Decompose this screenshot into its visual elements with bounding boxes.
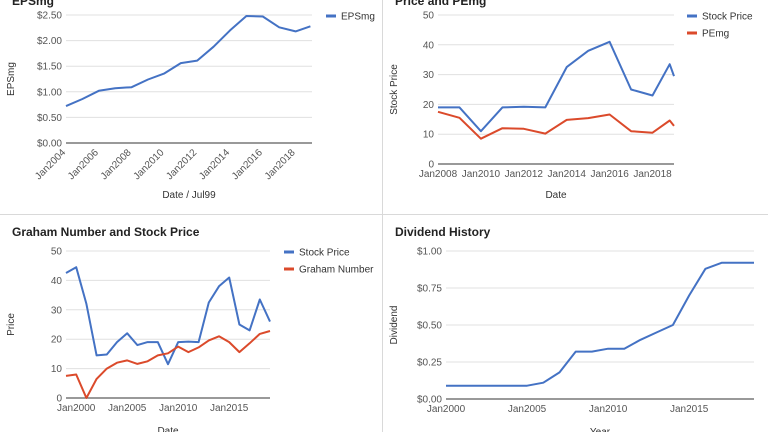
x-axis-title: Date / Jul99 bbox=[162, 190, 216, 201]
dividend-chart: $0.00 $0.25 $0.50 $0.75 $1.00 Jan2000 Jan2005 J… bbox=[389, 247, 754, 432]
legend-label: PEmg bbox=[702, 29, 729, 40]
x-axis-title: Date bbox=[157, 426, 179, 432]
y-tick-label: 20 bbox=[423, 100, 435, 111]
x-tick-label: Jan2016 bbox=[590, 169, 629, 180]
y-tick-label: $0.00 bbox=[37, 139, 62, 150]
y-tick-label: $0.75 bbox=[417, 284, 442, 295]
y-tick-label: $2.00 bbox=[37, 36, 62, 47]
graham-chart: 0 10 20 30 40 50 Jan2000 Jan2005 Jan2010 Jan2015 D… bbox=[6, 247, 374, 432]
y-tick-label: $0.50 bbox=[417, 321, 442, 332]
vertical-divider bbox=[382, 0, 383, 432]
x-tick-label: Jan2014 bbox=[197, 147, 232, 182]
legend-label: Stock Price bbox=[299, 248, 350, 259]
x-tick-label: Jan2005 bbox=[508, 404, 547, 415]
series-line-graham-number bbox=[65, 330, 271, 399]
y-tick-label: $1.00 bbox=[37, 87, 62, 98]
y-tick-label: 50 bbox=[423, 11, 435, 22]
x-tick-label: Jan2008 bbox=[99, 147, 134, 182]
price-pe-chart-panel: Price and PEmg 0 10 20 30 40 50 Jan2008 Jan2010… bbox=[383, 0, 768, 214]
x-tick-label: Jan2006 bbox=[66, 147, 101, 182]
x-axis-title: Date bbox=[545, 190, 567, 201]
series-line-stock-price bbox=[65, 266, 271, 366]
y-axis-title: EPSmg bbox=[6, 62, 17, 96]
y-tick-label: $0.50 bbox=[37, 113, 62, 124]
x-tick-label: Jan2005 bbox=[108, 403, 147, 414]
y-tick-label: 30 bbox=[51, 305, 63, 316]
y-tick-label: $2.50 bbox=[37, 11, 62, 22]
eps-chart: $0.00$0.50$1.00$1.50$2.00$2.50Jan2004Jan… bbox=[6, 11, 375, 202]
y-tick-label: 0 bbox=[56, 394, 62, 405]
eps-chart-panel: EPSmg $0.00 $0.50 $1.00 $1.50 $2.00 $2.50 Jan2… bbox=[0, 0, 382, 214]
y-axis-title: Dividend bbox=[389, 306, 400, 345]
y-tick-label: $1.50 bbox=[37, 62, 62, 73]
horizontal-divider bbox=[0, 214, 768, 215]
chart-title: EPSmg bbox=[12, 0, 55, 8]
y-tick-label: 30 bbox=[423, 70, 435, 81]
x-tick-label: Jan2018 bbox=[633, 169, 672, 180]
y-tick-label: 0 bbox=[428, 160, 434, 171]
x-tick-label: Jan2018 bbox=[263, 147, 298, 182]
x-tick-label: Jan2000 bbox=[57, 403, 96, 414]
y-tick-label: 50 bbox=[51, 247, 63, 258]
y-tick-label: $0.00 bbox=[417, 395, 442, 406]
y-axis-title: Price bbox=[6, 313, 17, 336]
x-tick-label: Jan2015 bbox=[210, 403, 249, 414]
x-tick-label: Jan2012 bbox=[164, 147, 199, 182]
y-tick-label: 40 bbox=[51, 276, 63, 287]
x-tick-label: Jan2010 bbox=[132, 147, 167, 182]
series-line-pemg bbox=[437, 110, 675, 140]
y-axis-title: Stock Price bbox=[389, 64, 400, 115]
y-tick-label: 10 bbox=[423, 130, 435, 141]
legend-label: Stock Price bbox=[702, 12, 753, 23]
chart-title: Dividend History bbox=[395, 225, 491, 239]
x-tick-label: Jan2004 bbox=[33, 147, 68, 182]
x-tick-label: Jan2010 bbox=[589, 404, 628, 415]
x-tick-label: Jan2010 bbox=[462, 169, 501, 180]
legend-label: Graham Number bbox=[299, 265, 374, 276]
x-tick-label: Jan2010 bbox=[159, 403, 198, 414]
series-line-epsmg bbox=[65, 15, 311, 108]
y-tick-label: $1.00 bbox=[417, 247, 442, 258]
x-tick-label: Jan2000 bbox=[427, 404, 466, 415]
x-axis-title: Year bbox=[590, 427, 611, 432]
x-tick-label: Jan2008 bbox=[419, 169, 458, 180]
y-tick-label: $0.25 bbox=[417, 358, 442, 369]
legend-label: EPSmg bbox=[341, 12, 375, 23]
graham-chart-panel: Graham Number and Stock Price 0 10 20 30 40 5… bbox=[0, 215, 382, 432]
x-tick-label: Jan2016 bbox=[230, 147, 265, 182]
chart-title: Graham Number and Stock Price bbox=[12, 225, 200, 239]
x-tick-label: Jan2015 bbox=[670, 404, 709, 415]
x-tick-label: Jan2012 bbox=[505, 169, 544, 180]
x-tick-label: Jan2014 bbox=[548, 169, 587, 180]
series-line-stock-price bbox=[438, 40, 675, 133]
series-line-dividend bbox=[446, 261, 754, 387]
y-tick-label: 10 bbox=[51, 364, 63, 375]
y-tick-label: 40 bbox=[423, 40, 435, 51]
chart-title: Price and PEmg bbox=[395, 0, 487, 8]
y-tick-label: 20 bbox=[51, 335, 63, 346]
dividend-chart-panel: Dividend History $0.00 $0.25 $0.50 $0.75 $1.… bbox=[383, 215, 768, 432]
